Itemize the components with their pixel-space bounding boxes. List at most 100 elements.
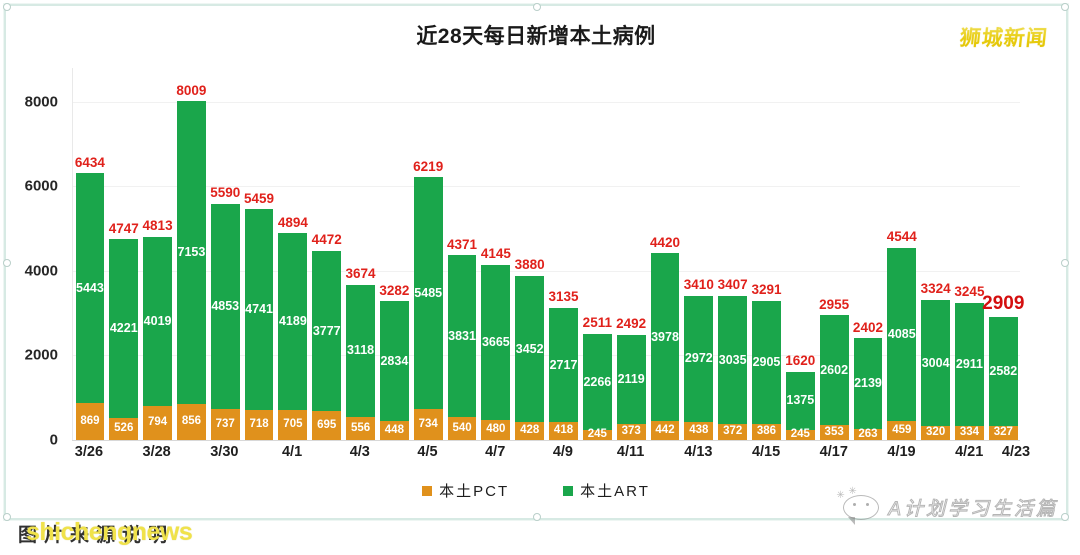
bar-segment-art[interactable]: 2582 [988, 317, 1018, 427]
resize-handle-top-right[interactable] [1061, 3, 1069, 11]
bar-segment-art[interactable]: 2602 [819, 315, 849, 426]
bar-segment-pct[interactable]: 320 [921, 426, 951, 440]
bar-segment-art[interactable]: 4189 [278, 233, 308, 411]
bar-column[interactable]: 3282 2834 448 [377, 68, 411, 440]
bar-column[interactable]: 3880 3452 428 [513, 68, 547, 440]
bar-column[interactable]: 2492 2119 373 [614, 68, 648, 440]
bar-segment-pct[interactable]: 856 [176, 403, 206, 440]
bar-segment-pct[interactable]: 459 [887, 420, 917, 440]
bar-segment-art[interactable]: 4019 [143, 236, 172, 407]
bar-column[interactable]: 3410 2972 438 [682, 68, 716, 440]
legend-item-art[interactable]: 本土ART [563, 480, 650, 501]
bar-column[interactable]: 2402 2139 263 [851, 68, 885, 440]
bar-column[interactable]: 4420 3978 442 [648, 68, 682, 440]
bar-segment-pct[interactable]: 737 [210, 408, 240, 440]
bar-segment-pct[interactable]: 418 [549, 422, 578, 440]
resize-handle-bottom-middle[interactable] [533, 513, 541, 521]
bar-segment-art[interactable]: 2139 [853, 338, 883, 429]
bar-column[interactable]: 3135 2717 418 [547, 68, 581, 440]
gridline [73, 186, 1020, 188]
bar-column[interactable]: 2511 2266 245 [580, 68, 614, 440]
resize-handle-middle-left[interactable] [3, 259, 11, 267]
bar-segment-art[interactable]: 4221 [109, 239, 139, 418]
bar-column[interactable]: 3407 3035 372 [716, 68, 750, 440]
bar-total-label: 4813 [142, 218, 173, 234]
bar-segment-art[interactable]: 3452 [515, 276, 545, 422]
bar-segment-art[interactable]: 7153 [176, 101, 206, 404]
bar-segment-pct[interactable]: 556 [346, 416, 375, 440]
bar-segment-pct-value: 856 [181, 415, 201, 428]
bar-segment-pct[interactable]: 526 [109, 417, 139, 440]
bar-segment-pct[interactable]: 386 [752, 423, 781, 440]
bar-segment-pct[interactable]: 245 [785, 429, 815, 440]
resize-handle-bottom-left[interactable] [3, 513, 11, 521]
bar-segment-art[interactable]: 3777 [312, 250, 342, 411]
bar-segment-art[interactable]: 3831 [447, 255, 477, 418]
bar-segment-art[interactable]: 2266 [582, 333, 612, 430]
chart-frame[interactable]: 近28天每日新增本土病例 狮城新闻 0 2000 4000 6000 8000 6434… [3, 3, 1069, 521]
bar-segment-pct[interactable]: 695 [312, 410, 342, 440]
bar-segment-pct[interactable]: 448 [379, 421, 409, 440]
bar-segment-art[interactable]: 3035 [718, 295, 748, 425]
bar-column[interactable]: 6219 5485 734 [411, 68, 445, 440]
bar-segment-art[interactable]: 4085 [887, 247, 917, 421]
bar-column[interactable]: 5590 4853 737 [208, 68, 242, 440]
bar-column[interactable]: 4472 3777 695 [310, 68, 344, 440]
bar-segment-art[interactable]: 2911 [955, 302, 984, 426]
resize-handle-top-middle[interactable] [533, 3, 541, 11]
bar-segment-pct[interactable]: 438 [684, 421, 714, 440]
bar-column[interactable]: 2955 2602 353 [817, 68, 851, 440]
bar-column[interactable]: 5459 4741 718 [242, 68, 276, 440]
bar-column[interactable]: 3291 2905 386 [750, 68, 784, 440]
resize-handle-middle-right[interactable] [1061, 259, 1069, 267]
bar-segment-pct[interactable]: 480 [481, 419, 511, 440]
bar-segment-pct[interactable]: 334 [955, 425, 984, 440]
bar-segment-pct[interactable]: 705 [278, 410, 308, 440]
bar-segment-art-value: 5443 [76, 280, 104, 295]
bar-segment-art[interactable]: 3004 [921, 299, 951, 427]
bar-segment-pct[interactable]: 373 [616, 424, 646, 440]
bar-segment-pct[interactable]: 245 [582, 429, 612, 440]
bar-segment-pct[interactable]: 734 [413, 408, 443, 440]
resize-handle-top-left[interactable] [3, 3, 11, 11]
bar-segment-art[interactable]: 5485 [413, 177, 443, 409]
bar-segment-pct[interactable]: 327 [988, 426, 1018, 440]
bar-segment-art[interactable]: 1375 [785, 371, 815, 430]
bar-segment-art[interactable]: 2119 [616, 334, 646, 425]
bar-segment-pct[interactable]: 540 [447, 417, 477, 440]
bar-column[interactable]: 8009 7153 856 [174, 68, 208, 440]
bar-column[interactable]: 1620 1375 245 [783, 68, 817, 440]
bar-segment-pct[interactable]: 353 [819, 425, 849, 440]
bar-segment-art[interactable]: 3665 [481, 264, 511, 420]
bar-column[interactable]: 4747 4221 526 [107, 68, 141, 440]
bar-segment-art[interactable]: 5443 [75, 173, 105, 404]
bar-segment-art[interactable]: 2972 [684, 295, 714, 422]
bar-segment-art[interactable]: 2834 [379, 301, 409, 422]
bar-segment-pct[interactable]: 372 [718, 424, 748, 440]
resize-handle-bottom-right[interactable] [1061, 513, 1069, 521]
bar-segment-pct[interactable]: 263 [853, 428, 883, 440]
bar-segment-pct[interactable]: 718 [244, 409, 274, 440]
bar-column[interactable]: 4544 4085 459 [885, 68, 919, 440]
bar-column[interactable]: 3245 2911 334 [953, 68, 987, 440]
bar-segment-art[interactable]: 3978 [650, 253, 680, 422]
bar-column[interactable]: 4894 4189 705 [276, 68, 310, 440]
bar-segment-pct[interactable]: 869 [75, 403, 105, 440]
bar-segment-art[interactable]: 3118 [346, 284, 375, 417]
bar-segment-pct[interactable]: 442 [650, 421, 680, 440]
bar-segment-art[interactable]: 4853 [210, 203, 240, 409]
bar-segment-pct[interactable]: 428 [515, 421, 545, 440]
bar-segment-pct[interactable]: 794 [143, 406, 172, 440]
bar-column[interactable]: 4813 4019 794 [141, 68, 175, 440]
bar-segment-art[interactable]: 2905 [752, 300, 781, 424]
bar-segment-art[interactable]: 2717 [549, 307, 578, 423]
bar-column[interactable]: 3674 3118 556 [344, 68, 378, 440]
bar-segment-art[interactable]: 4741 [244, 209, 274, 410]
bar-segment-pct-value: 695 [317, 418, 337, 431]
bar-column[interactable]: 4371 3831 540 [445, 68, 479, 440]
bar-column[interactable]: 3324 3004 320 [919, 68, 953, 440]
bar-column[interactable]: 2909 2582 327 [982, 68, 1024, 440]
bar-column[interactable]: 6434 5443 869 [73, 68, 107, 440]
legend-item-pct[interactable]: 本土PCT [422, 480, 509, 501]
bar-column[interactable]: 4145 3665 480 [479, 68, 513, 440]
